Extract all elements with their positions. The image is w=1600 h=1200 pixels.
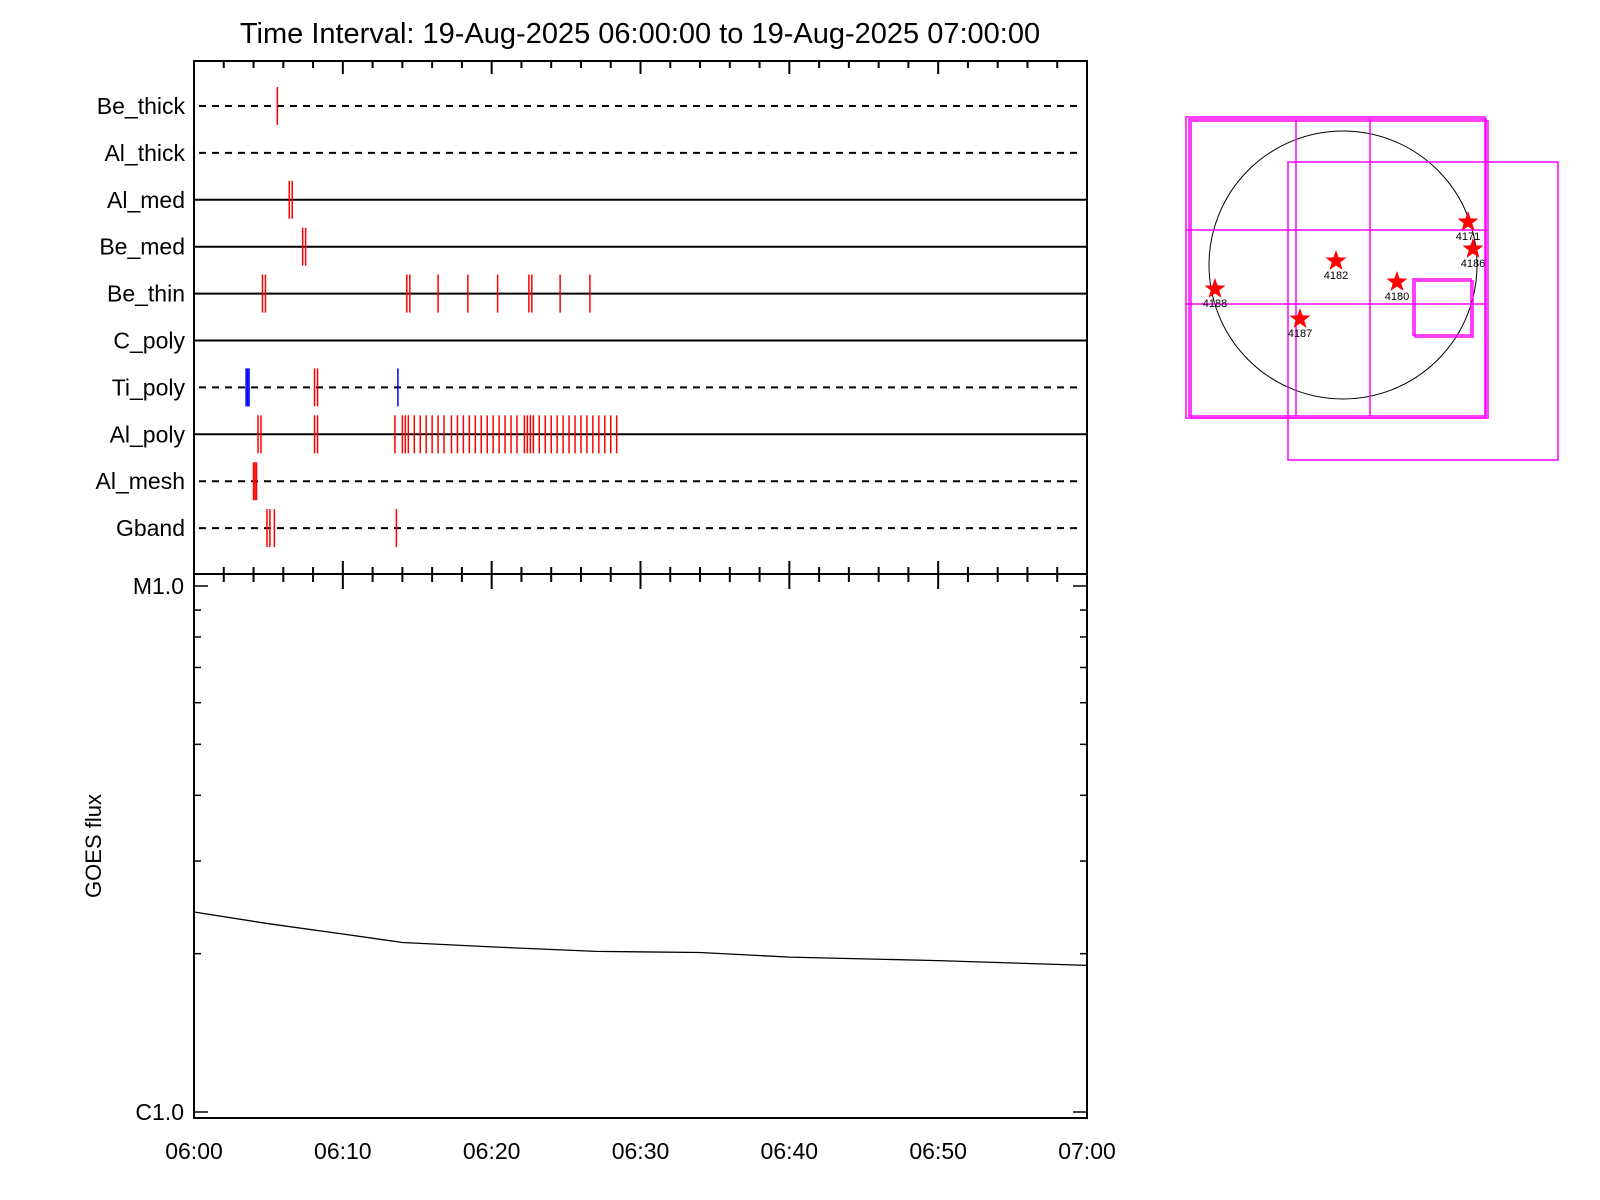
- region-star-icon: [1462, 238, 1484, 258]
- track-label: Be_thick: [97, 93, 186, 119]
- region-label: 4187: [1288, 328, 1312, 340]
- fov-box: [1412, 278, 1472, 336]
- track-label: Be_thin: [107, 281, 185, 307]
- x-tick-label: 06:10: [314, 1138, 372, 1164]
- track-label: Al_poly: [110, 421, 186, 447]
- track-label: C_poly: [113, 328, 185, 354]
- x-tick-label: 06:20: [463, 1138, 521, 1164]
- fov-boxes: [1185, 116, 1559, 461]
- active-region-4171: 4171: [1456, 211, 1480, 243]
- track-al-mesh: Al_mesh: [96, 462, 1081, 501]
- track-al-thick: Al_thick: [104, 140, 1081, 166]
- fov-box: [1414, 280, 1474, 338]
- x-tick-label: 07:00: [1058, 1138, 1116, 1164]
- region-label: 4186: [1461, 258, 1485, 270]
- track-c-poly: C_poly: [113, 328, 1087, 354]
- track-label: Al_mesh: [96, 468, 185, 494]
- track-label: Ti_poly: [112, 374, 186, 400]
- goes-y-axis-label: GOES flux: [81, 794, 106, 898]
- fov-box: [1188, 118, 1487, 417]
- active-region-4182: 4182: [1324, 250, 1348, 282]
- x-tick-label: 06:50: [909, 1138, 967, 1164]
- region-star-icon: [1386, 271, 1408, 291]
- region-label: 4171: [1456, 231, 1480, 243]
- track-be-thin: Be_thin: [107, 274, 1087, 313]
- timeline-frame: [193, 60, 1088, 575]
- track-gband: Gband: [116, 509, 1081, 548]
- track-be-thick: Be_thick: [97, 87, 1081, 125]
- region-star-icon: [1204, 278, 1226, 298]
- goes-flux-line: [193, 911, 1088, 967]
- track-al-poly: Al_poly: [110, 415, 1087, 454]
- goes-frame: [193, 573, 1088, 1119]
- region-star-icon: [1457, 211, 1479, 231]
- track-be-med: Be_med: [99, 227, 1087, 266]
- chart-title: Time Interval: 19-Aug-2025 06:00:00 to 1…: [240, 18, 1040, 50]
- active-region-4188: 4188: [1203, 278, 1227, 310]
- track-label: Gband: [116, 515, 185, 541]
- x-tick-label: 06:30: [612, 1138, 670, 1164]
- timeline-panel: Be_thick Al_thick Al_med Be_med Be_thin C_pol…: [96, 60, 1088, 575]
- fov-box: [1287, 161, 1559, 461]
- active-region-4186: 4186: [1461, 238, 1485, 270]
- track-ti-poly: Ti_poly: [112, 368, 1081, 407]
- solar-disk-map: 4171 4186 4182 4180 4188 4187: [1185, 116, 1559, 461]
- region-label: 4188: [1203, 298, 1227, 310]
- active-region-4187: 4187: [1288, 308, 1312, 340]
- goes-flux-panel: 06:00 06:10 06:20 06:30 06:40 06:50 07:00 M1.0 C…: [81, 573, 1116, 1164]
- track-label: Be_med: [99, 234, 185, 260]
- track-al-med: Al_med: [107, 180, 1087, 219]
- region-star-icon: [1289, 308, 1311, 328]
- x-tick-label: 06:40: [761, 1138, 819, 1164]
- region-star-icon: [1325, 250, 1347, 270]
- x-tick-label: 06:00: [165, 1138, 223, 1164]
- y-tick-label: C1.0: [135, 1099, 184, 1125]
- active-region-4180: 4180: [1385, 271, 1409, 303]
- track-label: Al_thick: [104, 140, 185, 166]
- region-label: 4180: [1385, 291, 1409, 303]
- solar-limb: [1208, 130, 1478, 400]
- track-label: Al_med: [107, 187, 185, 213]
- y-tick-label: M1.0: [133, 573, 184, 599]
- region-label: 4182: [1324, 270, 1348, 282]
- fov-box: [1185, 116, 1486, 419]
